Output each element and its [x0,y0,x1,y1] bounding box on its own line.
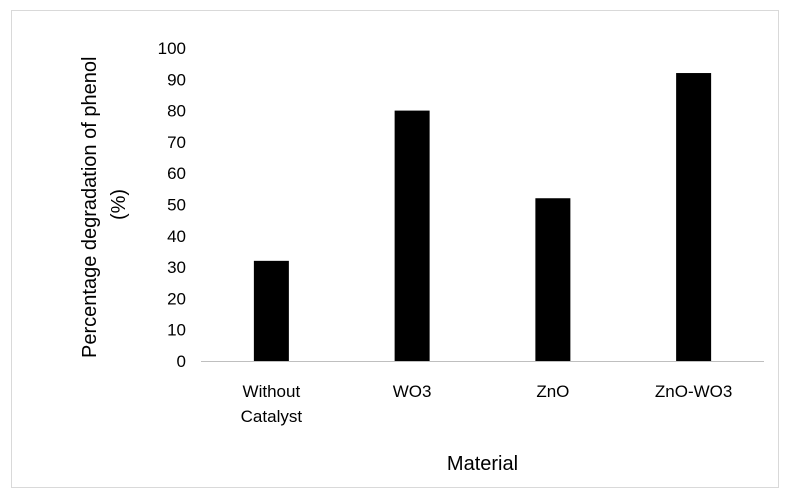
bar [676,73,712,361]
x-tick-label: WO3 [393,382,432,401]
y-tick-label: 20 [167,289,186,308]
x-tick-label: Catalyst [241,407,303,426]
y-axis-label-line-1: Percentage degradation of phenol [79,57,101,358]
y-axis-label-line-2: (%) [108,189,130,220]
x-axis-label: Material [447,453,518,475]
y-tick-label: 80 [167,102,186,121]
y-tick-label: 60 [167,164,186,183]
bars [253,73,712,361]
y-tick-label: 50 [167,196,186,215]
x-tick-label: ZnO-WO3 [655,382,732,401]
y-tick-label: 30 [167,258,186,277]
y-axis-label: Percentage degradation of phenol (%) [79,51,130,358]
y-tick-label: 40 [167,227,186,246]
y-axis-ticks: 0 10 20 30 40 50 60 70 80 90 100 [158,39,186,371]
bar [394,110,430,361]
y-tick-label: 10 [167,321,186,340]
x-tick-label: ZnO [536,382,569,401]
x-axis-tick-labels: Without Catalyst WO3 ZnO ZnO-WO3 [241,382,733,426]
y-tick-label: 70 [167,133,186,152]
y-tick-label: 100 [158,39,186,58]
y-tick-label: 0 [177,352,186,371]
bar [535,198,571,361]
bar [253,260,289,361]
x-tick-label: Without [243,382,301,401]
y-tick-label: 90 [167,70,186,89]
